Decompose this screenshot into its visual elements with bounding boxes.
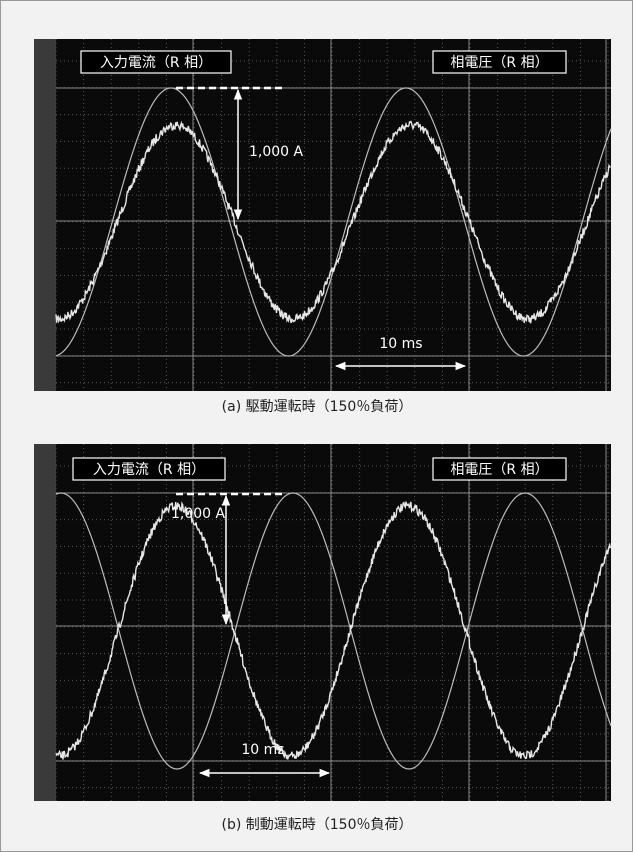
trace-label: 入力電流（R 相） bbox=[100, 55, 212, 71]
scope-panel: 入力電流（R 相） 相電圧（R 相） 1,000 A 10 ms bbox=[34, 39, 611, 391]
scope-panel: 入力電流（R 相） 相電圧（R 相） 1,000 A 10 ms bbox=[34, 444, 611, 801]
scope-bezel bbox=[34, 39, 56, 391]
amplitude-label: 1,000 A bbox=[171, 506, 226, 522]
scope-screen bbox=[56, 444, 611, 801]
amplitude-label: 1,000 A bbox=[249, 144, 304, 160]
trace-label: 入力電流（R 相） bbox=[93, 462, 205, 478]
panel-caption: (a) 駆動運転時（150％負荷） bbox=[222, 399, 413, 415]
trace-label: 相電圧（R 相） bbox=[450, 55, 548, 71]
figure-canvas: 入力電流（R 相） 相電圧（R 相） 1,000 A 10 ms (a) 駆動運転時（1… bbox=[1, 1, 633, 853]
scope-bezel bbox=[34, 444, 56, 801]
time-label: 10 ms bbox=[241, 742, 284, 758]
panel-caption: (b) 制動運転時（150％負荷） bbox=[222, 817, 413, 833]
figure: 入力電流（R 相） 相電圧（R 相） 1,000 A 10 ms (a) 駆動運転時（1… bbox=[0, 0, 633, 852]
time-label: 10 ms bbox=[379, 336, 422, 352]
trace-label: 相電圧（R 相） bbox=[450, 462, 548, 478]
